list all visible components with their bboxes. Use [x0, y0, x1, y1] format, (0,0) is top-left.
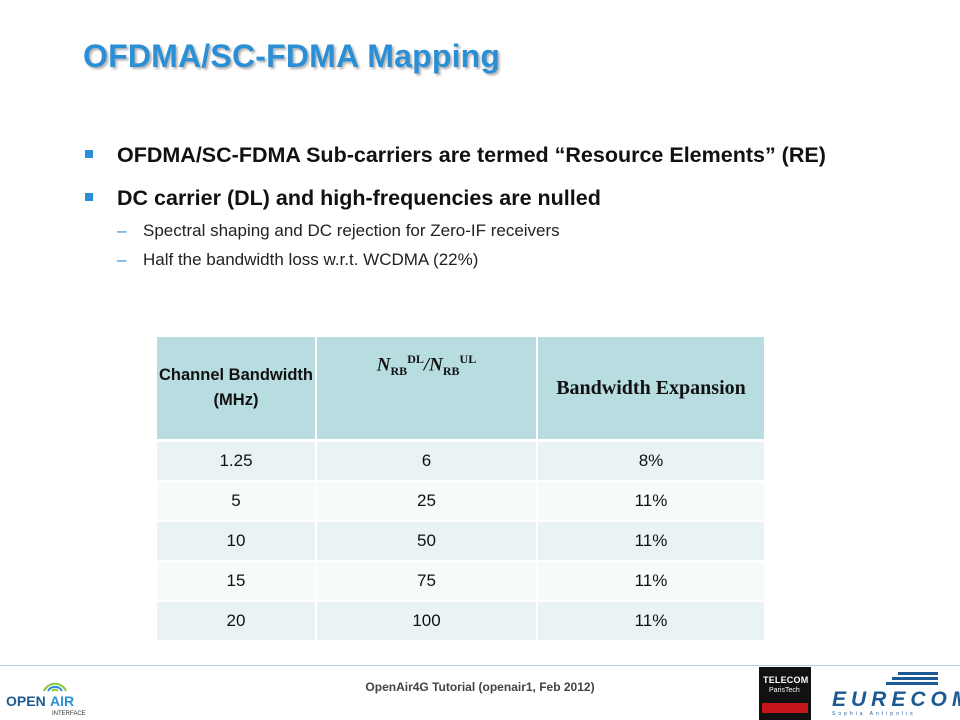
sub-bullet-text: Spectral shaping and DC rejection for Ze… — [143, 221, 560, 240]
table-row: 15 75 11% — [157, 560, 764, 601]
dash-bullet-icon: – — [117, 250, 127, 269]
bullet-text: OFDMA/SC-FDMA Sub-carriers are termed “R… — [117, 143, 826, 167]
table-cell: 11% — [537, 480, 764, 521]
table-cell: 25 — [316, 480, 538, 521]
bandwidth-table: Channel Bandwidth (MHz) NRBDL/NRBUL Band… — [157, 337, 764, 640]
table-cell: 5 — [157, 480, 317, 521]
eurecom-stripes-icon — [886, 672, 938, 685]
bullet-item: DC carrier (DL) and high-frequencies are… — [83, 183, 883, 213]
table-cell: 15 — [157, 560, 317, 601]
slide-title: OFDMA/SC-FDMA Mapping — [83, 38, 501, 74]
sub-bullet-text: Half the bandwidth loss w.r.t. WCDMA (22… — [143, 250, 479, 269]
table-cell: 50 — [316, 520, 538, 561]
table-cell: 11% — [537, 520, 764, 561]
table-cell: 100 — [316, 600, 538, 640]
table-cell: 8% — [537, 439, 764, 481]
sub-bullet-item: – Half the bandwidth loss w.r.t. WCDMA (… — [83, 248, 883, 272]
table-cell: 11% — [537, 560, 764, 601]
table-row: 10 50 11% — [157, 520, 764, 561]
bullet-list: OFDMA/SC-FDMA Sub-carriers are termed “R… — [83, 140, 883, 272]
openair-logo-text-2: AIR — [50, 693, 74, 709]
footer-text: OpenAir4G Tutorial (openair1, Feb 2012) — [365, 680, 595, 694]
openair-logo-text-1: OPEN — [6, 693, 46, 709]
openair-logo: OPEN AIR INTERFACE — [0, 671, 104, 720]
table-row: 5 25 11% — [157, 480, 764, 521]
table-cell: 1.25 — [157, 439, 317, 481]
table-header-row: Channel Bandwidth (MHz) NRBDL/NRBUL Band… — [157, 337, 764, 442]
footer-divider — [0, 665, 960, 666]
telecom-paristech-logo: TELECOM ParisTech — [759, 667, 811, 720]
bullet-text: DC carrier (DL) and high-frequencies are… — [117, 186, 601, 210]
square-bullet-icon — [85, 150, 93, 158]
table-cell: 75 — [316, 560, 538, 601]
table-cell: 20 — [157, 600, 317, 640]
table-row: 1.25 6 8% — [157, 439, 764, 481]
nrb-ratio-formula: NRBDL/NRBUL — [376, 352, 477, 379]
sub-bullet-item: – Spectral shaping and DC rejection for … — [83, 219, 883, 243]
openair-logo-text-3: INTERFACE — [52, 711, 86, 717]
dash-bullet-icon: – — [117, 221, 127, 240]
header-channel-bandwidth: Channel Bandwidth (MHz) — [157, 337, 317, 442]
square-bullet-icon — [85, 193, 93, 201]
bullet-item: OFDMA/SC-FDMA Sub-carriers are termed “R… — [83, 140, 883, 170]
table-cell: 6 — [316, 439, 538, 481]
header-bandwidth-expansion: Bandwidth Expansion — [537, 337, 764, 442]
table-row: 20 100 11% — [157, 600, 764, 640]
eurecom-logo: EURECOM Sophia Antipolis — [824, 670, 960, 720]
table-cell: 11% — [537, 600, 764, 640]
header-nrb-ratio: NRBDL/NRBUL — [316, 337, 538, 442]
table-cell: 10 — [157, 520, 317, 561]
